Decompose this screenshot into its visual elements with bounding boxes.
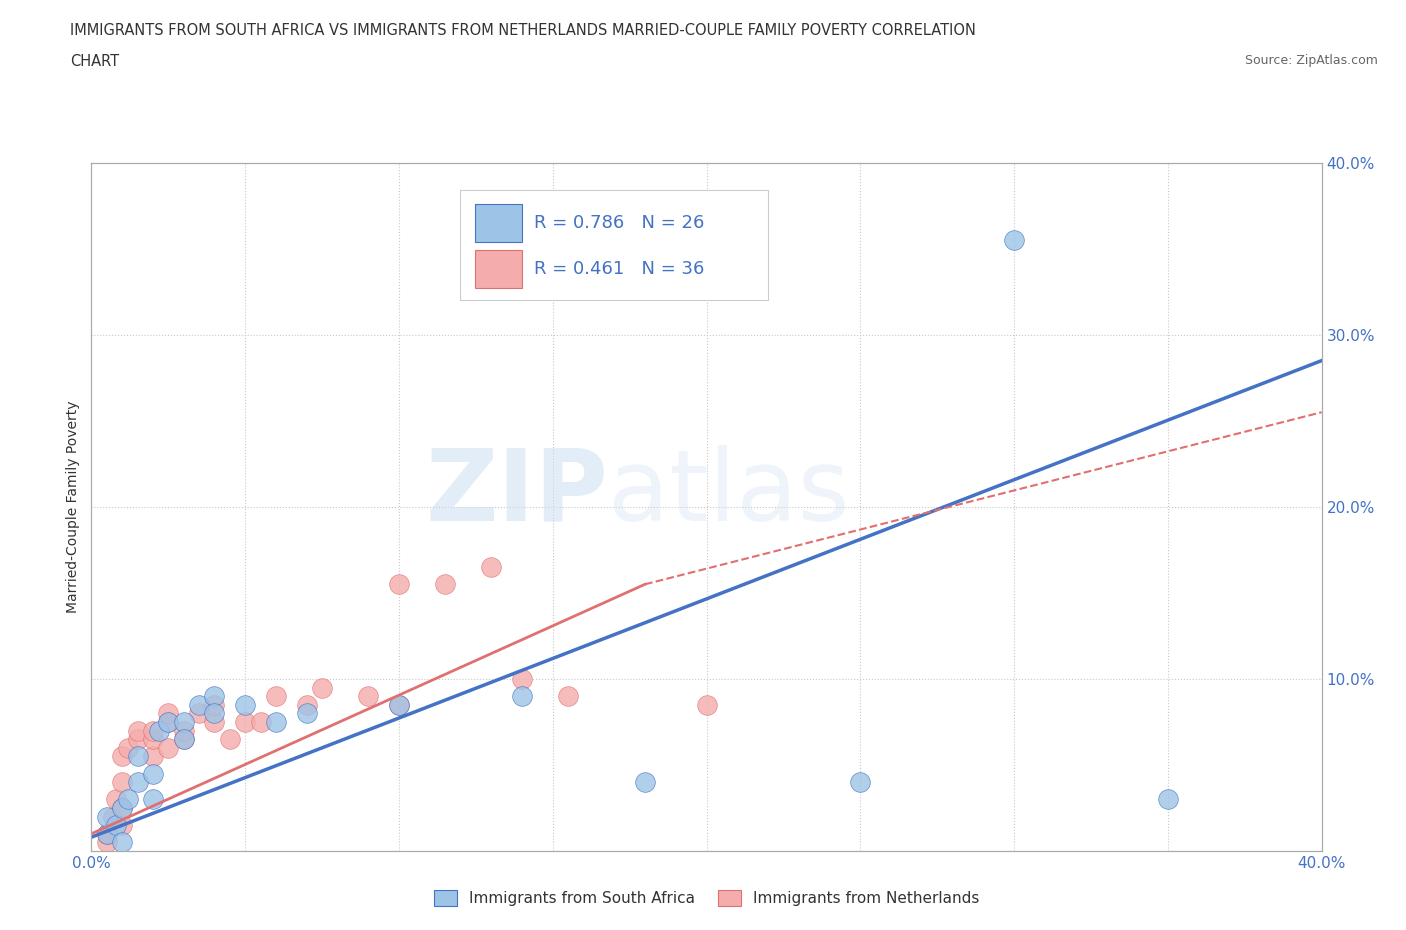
Point: [127, 732, 149, 747]
Point: [388, 698, 411, 712]
Point: [117, 740, 139, 755]
Point: [142, 749, 165, 764]
Point: [117, 792, 139, 807]
Point: [157, 714, 180, 729]
Point: [1157, 792, 1180, 807]
Legend: Immigrants from South Africa, Immigrants from Netherlands: Immigrants from South Africa, Immigrants…: [427, 884, 986, 912]
Point: [157, 706, 180, 721]
Point: [96, 827, 118, 842]
Point: [148, 724, 170, 738]
Point: [142, 792, 165, 807]
Text: IMMIGRANTS FROM SOUTH AFRICA VS IMMIGRANTS FROM NETHERLANDS MARRIED-COUPLE FAMIL: IMMIGRANTS FROM SOUTH AFRICA VS IMMIGRAN…: [70, 23, 976, 38]
Text: CHART: CHART: [70, 54, 120, 69]
Point: [101, 809, 124, 824]
Text: R = 0.461   N = 36: R = 0.461 N = 36: [534, 259, 704, 278]
Point: [173, 732, 195, 747]
Point: [111, 801, 134, 816]
Point: [1002, 232, 1025, 247]
Point: [357, 688, 380, 704]
Point: [202, 706, 225, 721]
Point: [233, 714, 256, 729]
FancyBboxPatch shape: [475, 204, 522, 242]
Point: [434, 577, 457, 591]
Point: [634, 775, 657, 790]
Point: [111, 801, 134, 816]
Point: [311, 680, 333, 695]
Point: [96, 835, 118, 850]
Point: [264, 688, 287, 704]
Point: [202, 714, 225, 729]
Point: [111, 749, 134, 764]
Point: [388, 698, 411, 712]
Point: [127, 775, 149, 790]
Point: [173, 732, 195, 747]
Point: [173, 724, 195, 738]
Point: [157, 714, 180, 729]
FancyBboxPatch shape: [475, 250, 522, 288]
Point: [142, 724, 165, 738]
Point: [157, 740, 180, 755]
Point: [849, 775, 872, 790]
Point: [173, 714, 195, 729]
Point: [111, 817, 134, 832]
Point: [557, 688, 579, 704]
Point: [218, 732, 240, 747]
Point: [202, 698, 225, 712]
Point: [188, 698, 211, 712]
Text: Source: ZipAtlas.com: Source: ZipAtlas.com: [1244, 54, 1378, 67]
Point: [510, 671, 533, 686]
Point: [96, 827, 118, 842]
Point: [233, 698, 256, 712]
Point: [249, 714, 271, 729]
Point: [202, 688, 225, 704]
Point: [111, 775, 134, 790]
Point: [188, 706, 211, 721]
Point: [127, 724, 149, 738]
Point: [264, 714, 287, 729]
Point: [142, 766, 165, 781]
Point: [295, 706, 318, 721]
Point: [111, 835, 134, 850]
Text: R = 0.786   N = 26: R = 0.786 N = 26: [534, 214, 704, 232]
Point: [479, 560, 502, 575]
Point: [105, 792, 127, 807]
Point: [295, 698, 318, 712]
Text: atlas: atlas: [607, 445, 849, 541]
Point: [127, 749, 149, 764]
Point: [510, 688, 533, 704]
Point: [696, 698, 718, 712]
Point: [96, 809, 118, 824]
FancyBboxPatch shape: [460, 191, 768, 300]
Point: [142, 732, 165, 747]
Y-axis label: Married-Couple Family Poverty: Married-Couple Family Poverty: [66, 401, 80, 613]
Point: [388, 577, 411, 591]
Point: [105, 817, 127, 832]
Text: ZIP: ZIP: [425, 445, 607, 541]
